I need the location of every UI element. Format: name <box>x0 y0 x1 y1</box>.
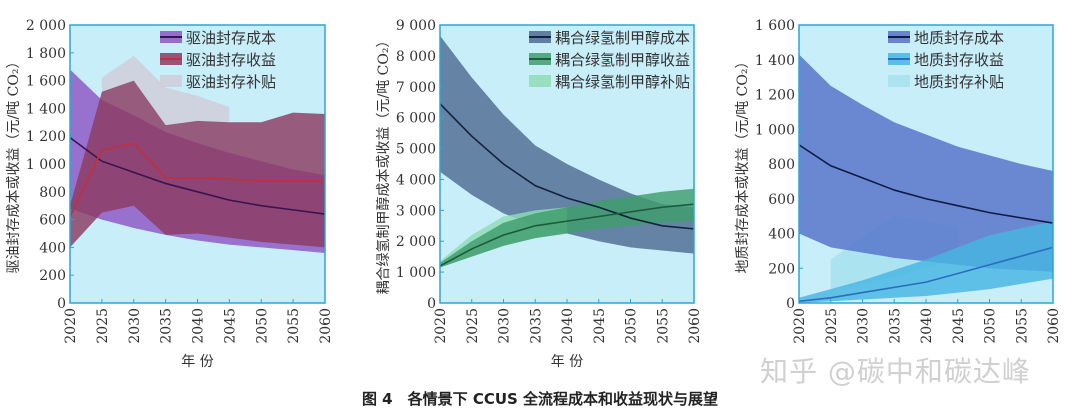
y-tick-label: 400 <box>39 240 66 256</box>
x-tick-label: 2030 <box>497 308 513 344</box>
legend-swatch <box>888 75 910 87</box>
legend-label: 驱油封存补贴 <box>186 73 276 91</box>
x-tick-label: 2060 <box>1046 308 1062 344</box>
y-tick-label: 1 600 <box>26 74 66 90</box>
x-tick-label: 2025 <box>465 308 481 344</box>
y-axis-label: 地质封存成本或收益（元/吨 CO₂） <box>735 55 751 274</box>
x-tick-label: 2025 <box>824 308 840 344</box>
y-tick-label: 1 200 <box>755 88 795 104</box>
line-地质封存成本 <box>798 144 1054 224</box>
y-tick-label: 200 <box>39 268 66 284</box>
y-tick-label: 4 000 <box>396 172 436 188</box>
x-tick-label: 2050 <box>983 308 999 344</box>
line-驱油封存收益 <box>69 142 325 218</box>
y-tick-label: 2 000 <box>26 18 66 34</box>
x-tick-label: 2020 <box>433 308 449 344</box>
x-tick-label: 2045 <box>592 308 608 344</box>
legend-label: 耦合绿氢制甲醇成本 <box>555 29 690 47</box>
y-tick-label: 200 <box>768 261 795 277</box>
x-tick-label: 2045 <box>951 308 967 344</box>
x-tick-label: 2040 <box>560 308 576 344</box>
x-tick-label: 2050 <box>254 308 270 344</box>
line-驱油封存成本 <box>69 136 326 215</box>
line-耦合绿氢制甲醇收益 <box>439 203 695 267</box>
x-tick-label: 2025 <box>95 308 111 344</box>
y-tick-label: 9 000 <box>396 18 436 34</box>
band-地质封存成本 <box>799 54 1053 272</box>
y-tick-label: 1 400 <box>26 101 66 117</box>
y-axis-label: 驱油封存成本或收益（元/吨 CO₂） <box>6 55 22 274</box>
x-tick-label: 2055 <box>286 308 302 344</box>
y-tick-label: 1 800 <box>26 46 66 62</box>
x-tick-label: 2035 <box>159 308 175 344</box>
y-tick-label: 8 000 <box>396 49 436 65</box>
legend-label: 地质封存成本 <box>914 29 1004 47</box>
legend-label: 地质封存收益 <box>914 51 1004 69</box>
x-tick-label: 2030 <box>856 308 872 344</box>
x-tick-label: 2060 <box>318 308 334 344</box>
y-tick-label: 0 <box>427 296 436 312</box>
legend-label: 地质封存补贴 <box>914 73 1004 91</box>
y-tick-label: 2 000 <box>396 234 436 250</box>
y-tick-label: 7 000 <box>396 80 436 96</box>
y-tick-label: 800 <box>768 157 795 173</box>
x-tick-label: 2040 <box>919 308 935 344</box>
line-耦合绿氢制甲醇成本 <box>439 103 695 230</box>
watermark: 知乎 @碳中和碳达峰 <box>760 355 1031 388</box>
y-tick-label: 0 <box>786 296 795 312</box>
legend-label: 耦合绿氢制甲醇补贴 <box>555 73 690 91</box>
x-tick-label: 2045 <box>222 308 238 344</box>
x-tick-label: 2035 <box>887 308 903 344</box>
x-tick-label: 2020 <box>63 308 79 344</box>
y-tick-label: 1 000 <box>26 157 66 173</box>
y-tick-label: 5 000 <box>396 142 436 158</box>
legend-label: 耦合绿氢制甲醇收益 <box>555 51 690 69</box>
y-tick-label: 1 000 <box>755 122 795 138</box>
x-tick-label: 2030 <box>127 308 143 344</box>
x-tick-label: 2055 <box>1014 308 1030 344</box>
x-tick-label: 2020 <box>792 308 808 344</box>
x-tick-label: 2060 <box>687 308 703 344</box>
chart-panel-1: 0 200 400 600 800 1 000 1 200 1 400 1 600 1 800 2 … <box>6 18 334 370</box>
y-axis-label: 耦合绿氢制甲醇成本或收益（元/吨 CO₂） <box>375 34 392 295</box>
line-地质封存收益 <box>798 246 1054 303</box>
chart-panel-2: 0 1 000 2 000 3 000 4 000 5 000 6 000 7 000 8 00… <box>375 18 703 370</box>
y-tick-label: 0 <box>57 296 66 312</box>
band-驱油封存补贴 <box>101 55 230 126</box>
x-tick-label: 2055 <box>655 308 671 344</box>
y-tick-label: 800 <box>39 185 66 201</box>
x-tick-label: 2050 <box>624 308 640 344</box>
y-tick-label: 600 <box>768 192 795 208</box>
y-tick-label: 1 000 <box>396 265 436 281</box>
x-axis-label: 年 份 <box>181 354 213 370</box>
y-tick-label: 1 400 <box>755 53 795 69</box>
figure-caption: 图 4 各情景下 CCUS 全流程成本和收益现状与展望 <box>361 390 719 408</box>
band-地质封存收益 <box>799 221 1053 303</box>
y-tick-label: 1 200 <box>26 129 66 145</box>
legend-swatch <box>529 75 551 87</box>
band-耦合绿氢制甲醇收益 <box>440 188 694 268</box>
y-tick-label: 6 000 <box>396 111 436 127</box>
x-tick-label: 2040 <box>191 308 207 344</box>
x-tick-label: 2035 <box>528 308 544 344</box>
chart-panel-3: 0 200 400 600 800 1 000 1 200 1 400 1 600 2020 202… <box>735 18 1062 344</box>
y-tick-label: 600 <box>39 213 66 229</box>
x-axis-label: 年 份 <box>551 354 583 370</box>
legend-label: 驱油封存收益 <box>186 51 276 69</box>
legend-swatch <box>160 75 182 87</box>
y-tick-label: 1 600 <box>755 18 795 34</box>
legend-label: 驱油封存成本 <box>186 29 276 47</box>
y-tick-label: 400 <box>768 227 795 243</box>
y-tick-label: 3 000 <box>396 203 436 219</box>
